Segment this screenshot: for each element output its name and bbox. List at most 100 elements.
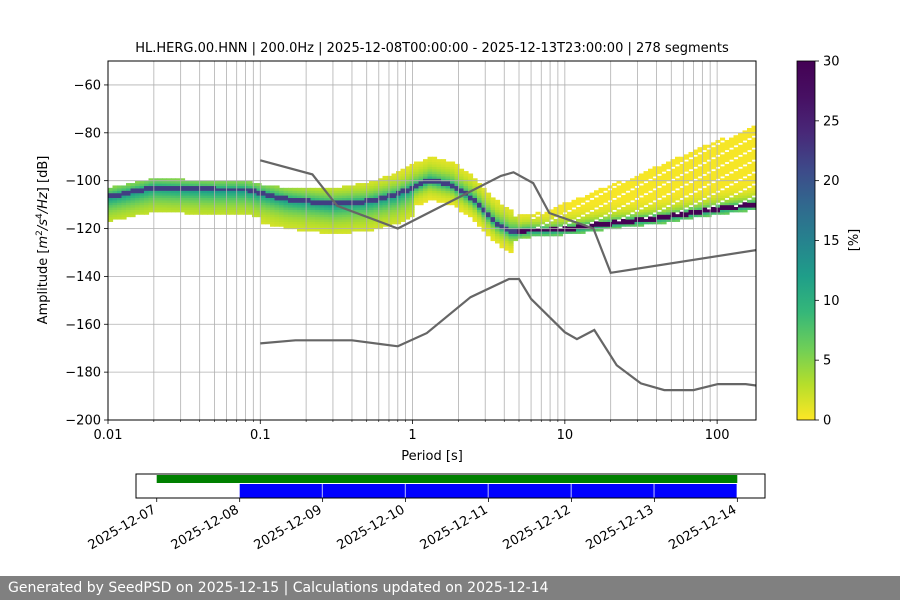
psd-cell [135,195,141,199]
psd-cell [117,214,123,218]
psd-cell [310,216,316,220]
psd-cell [400,168,406,172]
psd-cell [247,209,253,213]
psd-cell [229,199,235,203]
psd-cell [202,185,208,189]
psd-cell [544,211,550,215]
psd-cell [108,197,114,201]
psd-cell [162,195,168,199]
psd-cell [733,187,739,191]
psd-cell [117,209,123,213]
psd-cell [432,197,438,201]
psd-cell [594,221,600,225]
psd-cell [261,187,267,191]
psd-cell [288,218,294,222]
psd-cell [603,218,609,222]
psd-cell [711,202,717,206]
psd-cell [126,206,132,210]
date-tick-label: 2025-12-10 [335,502,408,553]
psd-cell [288,216,294,220]
psd-cell [675,173,681,177]
psd-cell [301,202,307,206]
psd-cell [261,192,267,196]
psd-cell [697,206,703,210]
psd-cell [148,202,154,206]
psd-cell [607,226,613,230]
psd-cell [157,180,163,184]
psd-cell [153,195,159,199]
psd-cell [292,204,298,208]
psd-cell [441,190,447,194]
psd-cell [346,187,352,191]
psd-cell [351,204,357,208]
psd-cell [693,175,699,179]
psd-cell [612,192,618,196]
psd-cell [535,223,541,227]
psd-cell [247,195,253,199]
psd-cell [414,192,420,196]
psd-cell [265,190,271,194]
psd-cell [603,195,609,199]
psd-cell [405,166,411,170]
psd-cell [639,173,645,177]
psd-cell [481,197,487,201]
psd-cell [648,211,654,215]
psd-cell [558,211,564,215]
psd-cell [337,190,343,194]
psd-cell [229,180,235,184]
psd-cell [229,204,235,208]
psd-cell [684,209,690,213]
psd-cell [144,206,150,210]
psd-cell [319,230,325,234]
psd-cell [481,218,487,222]
psd-cell [400,204,406,208]
psd-cell [387,175,393,179]
psd-cell [738,161,744,165]
psd-cell [337,202,343,206]
psd-cell [697,183,703,187]
psd-cell [711,154,717,158]
psd-cell [657,171,663,175]
psd-cell [630,214,636,218]
psd-cell [391,211,397,215]
psd-cell [315,204,321,208]
psd-cell [675,192,681,196]
psd-cell [499,209,505,213]
psd-cell [706,161,712,165]
psd-cell [441,178,447,182]
psd-cell [477,218,483,222]
psd-cell [261,214,267,218]
psd-cell [355,206,361,210]
psd-cell [729,161,735,165]
psd-cell [261,209,267,213]
psd-cell [630,221,636,225]
psd-cell [121,214,127,218]
psd-cell [661,166,667,170]
psd-cell [126,199,132,203]
psd-cell [153,199,159,203]
psd-cell [288,202,294,206]
psd-cell [670,185,676,189]
psd-cell [180,185,186,189]
psd-cell [135,183,141,187]
psd-cell [589,216,595,220]
psd-cell [414,166,420,170]
psd-cell [391,209,397,213]
psd-cell [162,192,168,196]
psd-cell [279,223,285,227]
psd-cell [297,197,303,201]
psd-cell [652,178,658,182]
psd-cell [697,180,703,184]
psd-cell [382,202,388,206]
psd-cell [351,223,357,227]
psd-cell [751,154,756,158]
psd-cell [567,226,573,230]
psd-cell [697,156,703,160]
psd-cell [724,168,730,172]
psd-cell [648,209,654,213]
psd-cell [378,195,384,199]
psd-cell [396,199,402,203]
psd-cell [454,187,460,191]
psd-cell [688,206,694,210]
psd-cell [688,151,694,155]
